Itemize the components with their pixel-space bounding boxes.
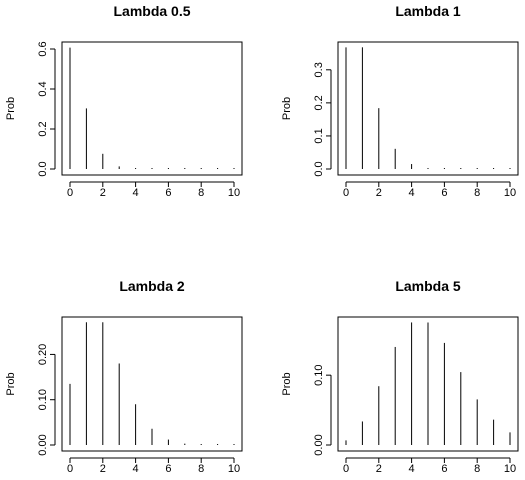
chart-title: Lambda 0.5 xyxy=(113,3,190,19)
x-tick-label: 4 xyxy=(409,187,415,199)
y-axis-label: Prob xyxy=(5,97,17,120)
plot-frame xyxy=(337,41,519,176)
plot-frame xyxy=(61,41,243,176)
x-tick-label: 10 xyxy=(504,187,516,199)
x-tick-label: 6 xyxy=(441,187,447,199)
plot-frame xyxy=(337,316,519,452)
x-tick-label: 6 xyxy=(165,187,171,199)
x-tick-label: 10 xyxy=(504,463,516,475)
y-tick-label: 0.20 xyxy=(37,344,49,365)
x-tick-label: 4 xyxy=(133,187,139,199)
x-tick-label: 2 xyxy=(376,463,382,475)
x-tick-label: 8 xyxy=(474,187,480,199)
x-tick-label: 4 xyxy=(409,463,415,475)
y-tick-label: 0.00 xyxy=(37,434,49,455)
panel-lambda-0-5: Lambda 0.5 0 2 4 6 8 10 0.0 0.2 0.4 0.6 Prob xyxy=(5,3,243,199)
chart-title: Lambda 5 xyxy=(395,278,461,294)
x-tick-label: 4 xyxy=(133,463,139,475)
x-tick-label: 6 xyxy=(441,463,447,475)
x-tick-label: 0 xyxy=(343,463,349,475)
y-axis-label: Prob xyxy=(281,97,293,120)
x-tick-label: 2 xyxy=(376,187,382,199)
y-tick-label: 0.2 xyxy=(313,95,325,110)
y-tick-label: 0.0 xyxy=(313,161,325,176)
panel-lambda-1: Lambda 1 0 2 4 6 8 10 0.0 0.1 0.2 0.3 Prob xyxy=(281,3,519,199)
chart-title: Lambda 2 xyxy=(119,278,185,294)
y-tick-label: 0.1 xyxy=(313,128,325,143)
y-axis-label: Prob xyxy=(5,372,17,395)
y-tick-label: 0.10 xyxy=(37,389,49,410)
y-tick-label: 0.4 xyxy=(37,81,49,96)
x-tick-label: 8 xyxy=(198,187,204,199)
x-tick-label: 10 xyxy=(228,463,240,475)
x-tick-label: 0 xyxy=(343,187,349,199)
y-axis-label: Prob xyxy=(281,372,293,395)
x-tick-label: 0 xyxy=(67,187,73,199)
x-tick-label: 8 xyxy=(474,463,480,475)
x-tick-label: 0 xyxy=(67,463,73,475)
panel-lambda-5: Lambda 5 0 2 4 6 8 10 0.00 0.10 Prob xyxy=(281,278,519,475)
chart-title: Lambda 1 xyxy=(395,3,461,19)
x-tick-label: 10 xyxy=(228,187,240,199)
y-tick-label: 0.6 xyxy=(37,41,49,56)
x-tick-label: 8 xyxy=(198,463,204,475)
panel-lambda-2: Lambda 2 0 2 4 6 8 10 0.00 0.10 0.20 Prob xyxy=(5,278,243,475)
y-tick-label: 0.2 xyxy=(37,121,49,136)
y-tick-label: 0.3 xyxy=(313,62,325,77)
y-tick-label: 0.10 xyxy=(313,364,325,385)
y-tick-label: 0.00 xyxy=(313,434,325,455)
x-tick-label: 2 xyxy=(100,463,106,475)
x-tick-label: 6 xyxy=(165,463,171,475)
x-tick-label: 2 xyxy=(100,187,106,199)
y-tick-label: 0.0 xyxy=(37,161,49,176)
plot-frame xyxy=(61,316,243,452)
